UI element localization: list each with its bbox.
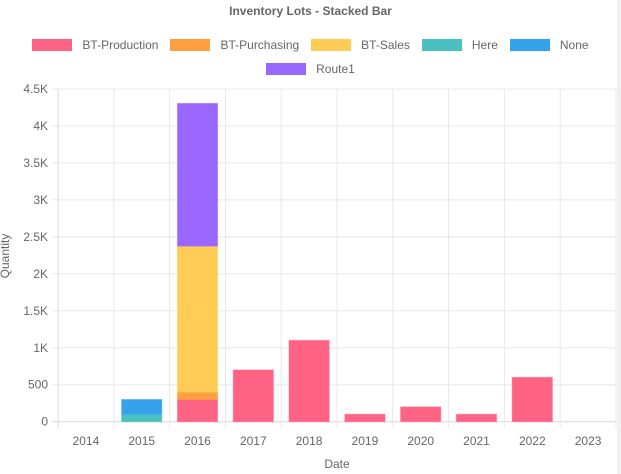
bar-bt-production-2016[interactable] — [176, 399, 219, 423]
legend-label: BT-Production — [82, 38, 159, 52]
bar-bt-production-2022[interactable] — [511, 376, 553, 423]
x-tick-label: 2020 — [407, 434, 434, 448]
legend-label: Here — [471, 38, 498, 52]
legend-item-bt-production[interactable]: BT-Production — [32, 38, 158, 52]
x-axis-title: Date — [324, 457, 350, 471]
x-tick-label: 2022 — [519, 434, 546, 448]
y-tick-label: 4K — [33, 119, 48, 133]
y-tick-label: 1K — [33, 341, 48, 355]
legend: BT-Production BT-Purchasing BT-Sales Here No… — [0, 38, 621, 52]
x-tick-label: 2023 — [575, 434, 602, 448]
y-tick-label: 2.5K — [23, 230, 48, 244]
bar-bt-production-2017[interactable] — [232, 369, 274, 423]
y-tick-label: 2K — [33, 267, 48, 281]
bar-route1-2016[interactable] — [176, 102, 219, 247]
bars — [121, 102, 553, 423]
chart-title: Inventory Lots - Stacked Bar — [229, 4, 392, 18]
legend-item-bt-sales[interactable]: BT-Sales — [311, 38, 410, 52]
bar-bt-production-2018[interactable] — [288, 339, 330, 423]
legend-swatch — [509, 39, 550, 51]
y-tick-label: 4.5K — [23, 82, 48, 96]
x-tick-label: 2017 — [240, 434, 267, 448]
legend-label: None — [559, 38, 589, 52]
legend-item-none[interactable]: None — [509, 38, 589, 52]
x-tick-label: 2019 — [352, 434, 379, 448]
bar-bt-production-2021[interactable] — [455, 413, 498, 423]
y-axis-title: Quantity — [0, 234, 12, 279]
legend-swatch — [266, 63, 307, 75]
y-axis-ticks: 0 500 1K 1.5K 2K 2.5K 3K 3.5K 4K 4.5K — [23, 82, 48, 429]
bar-none-2015[interactable] — [121, 399, 163, 415]
y-tick-label: 500 — [28, 378, 48, 392]
legend-swatch — [421, 39, 462, 51]
y-tick-label: 3K — [33, 193, 48, 207]
y-tick-label: 3.5K — [23, 156, 48, 170]
legend-label: Route1 — [316, 62, 355, 76]
x-tick-label: 2014 — [73, 434, 100, 448]
x-tick-label: 2021 — [463, 434, 490, 448]
bar-bt-production-2019[interactable] — [344, 413, 386, 423]
legend-item-bt-purchasing[interactable]: BT-Purchasing — [170, 38, 299, 52]
y-tick-label: 0 — [41, 415, 48, 429]
legend-swatch — [170, 39, 211, 51]
legend-swatch — [311, 39, 352, 51]
legend-label: BT-Sales — [361, 38, 410, 52]
legend-item-route1[interactable]: Route1 — [266, 62, 355, 76]
x-tick-label: 2015 — [128, 434, 155, 448]
bar-here-2015[interactable] — [121, 413, 163, 423]
legend-row-2: Route1 — [0, 62, 621, 76]
scrollbar[interactable] — [617, 0, 621, 474]
bar-bt-purchasing-2016[interactable] — [176, 391, 219, 401]
x-axis-ticks: 2014 2015 2016 2017 2018 2019 2020 2021 2022 2023 — [73, 434, 602, 448]
x-tick-label: 2016 — [184, 434, 211, 448]
x-tick-label: 2018 — [296, 434, 323, 448]
legend-item-here[interactable]: Here — [421, 38, 498, 52]
bar-bt-sales-2016[interactable] — [176, 245, 219, 393]
y-tick-label: 1.5K — [23, 304, 48, 318]
legend-label: BT-Purchasing — [220, 38, 300, 52]
bar-bt-production-2020[interactable] — [400, 406, 442, 423]
legend-swatch — [32, 39, 73, 51]
